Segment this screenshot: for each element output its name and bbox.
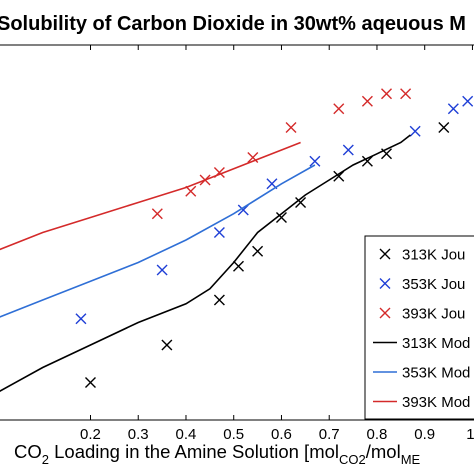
x-tick-label: 0.7 [319,426,340,443]
data-point-x-marker [275,212,287,223]
x-tick-label: 1. [466,426,474,443]
legend-label: 313K Jou [402,247,465,264]
series-line [0,141,301,251]
series-393k-mod [0,141,301,251]
series-353k-jou [75,95,474,325]
x-tick-label: 0.2 [80,426,101,443]
legend-marker-swatch [379,307,391,319]
x-axis-label: CO2 Loading in the Amine Solution [molCO… [14,441,421,467]
plot-area [0,88,474,392]
data-point-x-marker [400,88,412,100]
data-point-x-marker [213,227,225,238]
data-point-x-marker [295,197,307,208]
data-point-x-marker [233,260,244,272]
data-point-x-marker [84,377,96,388]
series-313k-mod [0,134,411,392]
x-axis-label-num-sub: CO2 [339,452,366,467]
data-point-x-marker [309,155,321,167]
plot-frame [0,44,474,421]
x-tick-label: 0.4 [176,426,197,443]
legend-label: 353K Mod [402,365,470,382]
data-point-x-marker [361,95,373,107]
data-point-x-marker [333,103,345,115]
data-point-x-marker [247,152,259,163]
series-line [0,134,411,392]
x-axis-label-slash: /mol [366,441,401,462]
x-tick-label: 0.6 [271,426,292,443]
data-point-x-marker [252,245,264,257]
legend-label: 393K Jou [402,306,465,323]
data-point-x-marker [333,170,345,182]
data-point-x-marker [342,144,354,156]
chart-title: Solubility of Carbon Dioxide in 30wt% aq… [0,13,466,35]
data-point-x-marker [381,88,393,100]
series-line [0,164,316,318]
data-point-x-marker [75,313,87,325]
x-tick-label: 0.5 [223,426,244,443]
x-axis-label-main: Loading in the Amine Solution [mol [49,441,339,462]
data-point-x-marker [185,185,197,197]
data-point-x-marker [361,155,373,167]
data-point-x-marker [151,208,163,220]
legend-box [364,235,474,420]
data-point-x-marker [285,122,297,133]
series-393k-jou [151,88,412,220]
data-point-x-marker [447,103,459,115]
legend-marker-swatch [379,248,391,260]
legend: 313K Jou 353K Jou 393K Jou 313K Mod 353K Mod… [364,235,474,420]
x-tick-label: 0.3 [128,426,149,443]
legend-marker-swatch [379,278,391,289]
data-point-x-marker [213,294,225,306]
series-353k-mod [0,164,316,318]
legend-label: 393K Mod [402,394,470,411]
x-axis-label-prefix: CO [14,441,42,462]
data-point-x-marker [462,95,474,107]
data-point-x-marker [161,339,173,351]
x-axis-label-prefix-sub: 2 [42,452,49,467]
legend-label: 353K Jou [402,276,465,293]
data-point-x-marker [438,122,450,133]
x-tick-label: 0.8 [367,426,388,443]
legend-label: 313K Mod [402,335,470,352]
data-point-x-marker [409,125,421,137]
x-tick-label: 0.9 [414,426,435,443]
data-point-x-marker [156,264,168,276]
data-point-x-marker [237,204,249,216]
x-axis-label-den-sub: ME [401,452,421,467]
